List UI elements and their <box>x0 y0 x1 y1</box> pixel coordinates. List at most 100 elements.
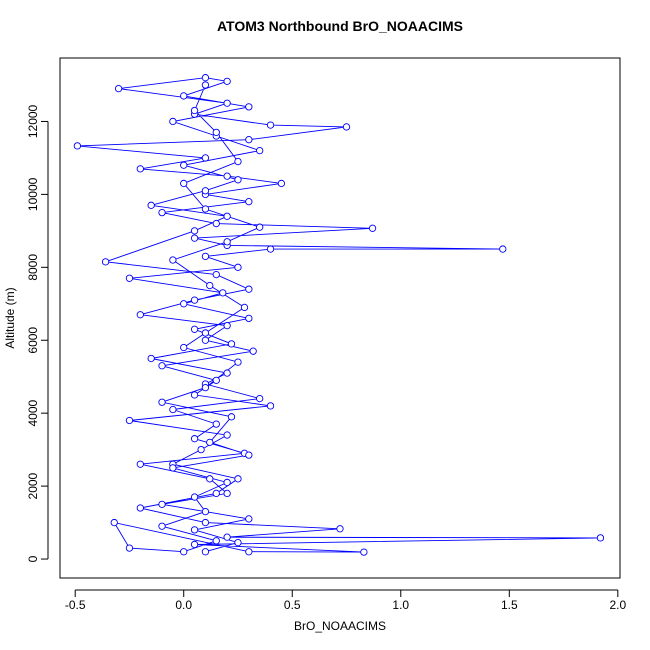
x-tick-label: 1.0 <box>392 598 409 612</box>
data-point <box>245 103 253 111</box>
data-point <box>234 157 242 166</box>
data-point <box>336 525 344 533</box>
data-point <box>180 548 188 556</box>
data-point <box>245 136 253 144</box>
data-point <box>223 99 231 107</box>
data-point <box>136 165 144 173</box>
data-point <box>245 198 253 206</box>
data-point <box>190 493 199 501</box>
data-point <box>245 548 253 556</box>
data-point <box>223 489 231 498</box>
data-point <box>147 201 155 209</box>
data-point <box>190 540 199 549</box>
data-line <box>77 77 601 553</box>
data-point <box>190 325 199 333</box>
data-point <box>110 518 118 527</box>
data-point <box>147 354 155 363</box>
data-point <box>201 81 210 89</box>
data-point <box>158 362 166 370</box>
data-point <box>136 504 144 512</box>
data-point <box>342 123 351 131</box>
data-point <box>201 205 210 213</box>
data-point <box>125 544 134 552</box>
data-point <box>136 311 144 319</box>
data-point <box>201 507 210 516</box>
data-point <box>190 526 199 534</box>
data-point <box>223 533 231 541</box>
data-point <box>212 270 220 279</box>
y-tick-label: 10000 <box>26 177 40 211</box>
data-point <box>190 391 199 399</box>
y-axis-label: Altitude (m) <box>3 287 17 348</box>
data-point <box>101 258 110 266</box>
data-point <box>212 537 220 545</box>
data-point <box>212 376 220 385</box>
data-point <box>256 146 264 155</box>
data-point <box>266 121 275 129</box>
data-point <box>368 224 377 232</box>
data-point <box>136 460 144 468</box>
data-point <box>201 383 210 392</box>
data-point <box>234 263 242 271</box>
data-point <box>234 475 242 483</box>
data-point <box>223 431 231 439</box>
data-point <box>219 289 227 297</box>
x-tick-label: 1.5 <box>501 598 518 612</box>
data-point <box>596 534 605 542</box>
data-point <box>223 172 231 180</box>
data-point <box>201 154 210 162</box>
plot-box <box>59 57 621 579</box>
data-point <box>201 548 210 556</box>
data-point <box>234 538 242 547</box>
x-tick-label: -0.5 <box>65 598 86 612</box>
data-point <box>227 340 236 348</box>
data-point <box>212 420 220 428</box>
data-point <box>360 548 368 556</box>
data-point <box>197 445 205 454</box>
y-tick-label: 8000 <box>26 254 40 281</box>
data-point <box>212 489 220 498</box>
y-tick-label: 4000 <box>26 400 40 427</box>
data-point <box>180 161 188 169</box>
x-tick-label: 0.5 <box>284 598 301 612</box>
data-point <box>180 92 188 100</box>
data-point <box>249 347 257 355</box>
data-point <box>223 212 231 220</box>
data-point <box>190 234 199 242</box>
data-point <box>206 438 214 446</box>
data-point <box>169 117 177 126</box>
data-point <box>190 106 199 115</box>
x-tick-label: 0.0 <box>175 598 192 612</box>
y-tick-label: 6000 <box>26 327 40 354</box>
data-point <box>245 285 253 293</box>
data-point <box>114 84 123 93</box>
data-point <box>201 74 210 82</box>
data-point <box>256 394 264 403</box>
data-point <box>227 413 236 421</box>
data-point <box>266 402 275 410</box>
x-tick-label: 2.0 <box>609 598 626 612</box>
data-point <box>73 142 82 150</box>
data-point <box>180 300 188 308</box>
data-point <box>206 475 214 483</box>
data-point <box>206 281 214 290</box>
data-point <box>256 223 264 231</box>
chart-title: ATOM3 Northbound BrO_NOAACIMS <box>217 18 463 34</box>
y-tick-label: 12000 <box>26 104 40 138</box>
data-point <box>212 128 220 137</box>
data-point <box>201 252 210 261</box>
data-point <box>201 187 210 195</box>
y-tick-label: 2000 <box>26 472 40 499</box>
data-point <box>169 256 177 264</box>
data-point <box>169 405 177 414</box>
data-point <box>158 208 166 217</box>
data-point <box>266 245 275 253</box>
data-point <box>201 336 210 344</box>
data-point <box>223 478 231 487</box>
data-point <box>125 416 134 425</box>
data-point <box>245 515 253 523</box>
data-point <box>201 518 210 527</box>
data-point <box>234 358 242 366</box>
data-point <box>223 322 231 330</box>
